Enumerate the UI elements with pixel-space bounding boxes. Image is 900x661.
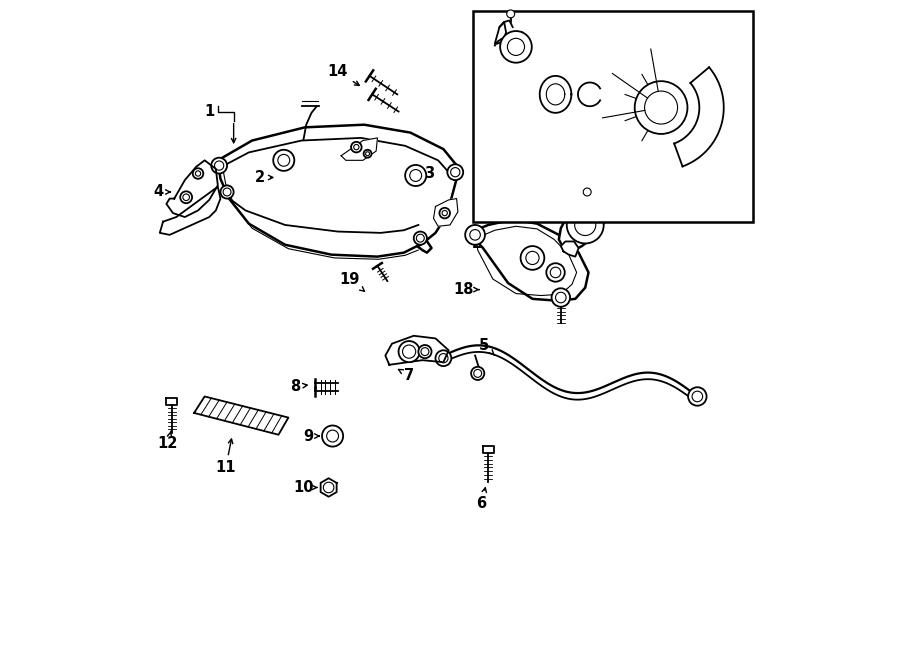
Polygon shape: [495, 22, 506, 44]
Text: 7: 7: [399, 368, 414, 383]
Polygon shape: [320, 479, 337, 496]
Circle shape: [471, 367, 484, 380]
Circle shape: [405, 165, 427, 186]
Circle shape: [552, 288, 570, 307]
Circle shape: [436, 350, 451, 366]
Circle shape: [220, 185, 234, 198]
Polygon shape: [559, 200, 609, 251]
Text: 6: 6: [477, 488, 487, 511]
Polygon shape: [434, 198, 458, 226]
Polygon shape: [166, 161, 218, 217]
Circle shape: [212, 158, 227, 174]
Circle shape: [447, 165, 464, 180]
Text: 9: 9: [303, 428, 320, 444]
Circle shape: [351, 142, 362, 153]
Text: 17: 17: [580, 73, 600, 95]
Circle shape: [520, 246, 544, 270]
Text: 18: 18: [453, 282, 479, 297]
Polygon shape: [341, 138, 377, 161]
Circle shape: [414, 231, 427, 245]
Text: 11: 11: [215, 439, 236, 475]
Polygon shape: [674, 67, 724, 167]
Text: 10: 10: [293, 480, 317, 495]
Polygon shape: [580, 184, 594, 200]
Text: 8: 8: [290, 379, 307, 394]
Circle shape: [504, 195, 518, 208]
Text: 12: 12: [158, 431, 178, 451]
Polygon shape: [469, 219, 589, 301]
Polygon shape: [561, 241, 579, 256]
Circle shape: [465, 225, 485, 245]
Text: 20: 20: [472, 236, 495, 253]
Circle shape: [274, 150, 294, 171]
Circle shape: [580, 185, 594, 198]
Circle shape: [193, 169, 203, 178]
Circle shape: [418, 345, 431, 358]
Circle shape: [439, 208, 450, 218]
Text: 5: 5: [479, 338, 494, 355]
Text: 16: 16: [537, 107, 558, 127]
Text: 2: 2: [255, 170, 273, 185]
Circle shape: [507, 10, 515, 18]
Circle shape: [634, 81, 688, 134]
Text: 1: 1: [204, 104, 214, 119]
Polygon shape: [194, 397, 288, 435]
Circle shape: [364, 150, 372, 158]
Polygon shape: [540, 76, 572, 113]
Circle shape: [180, 191, 192, 203]
Polygon shape: [160, 186, 220, 235]
Polygon shape: [504, 32, 527, 61]
Text: 19: 19: [339, 272, 365, 292]
Text: 15: 15: [636, 32, 657, 55]
Text: 3: 3: [417, 166, 434, 182]
Circle shape: [399, 341, 419, 362]
Text: 14: 14: [328, 64, 359, 85]
Text: 4: 4: [153, 184, 164, 200]
Circle shape: [567, 206, 604, 243]
Circle shape: [688, 387, 706, 406]
Circle shape: [500, 31, 532, 63]
Text: 13: 13: [703, 113, 729, 128]
Circle shape: [322, 426, 343, 447]
Bar: [473, 11, 753, 221]
Circle shape: [546, 263, 565, 282]
Polygon shape: [385, 336, 449, 365]
